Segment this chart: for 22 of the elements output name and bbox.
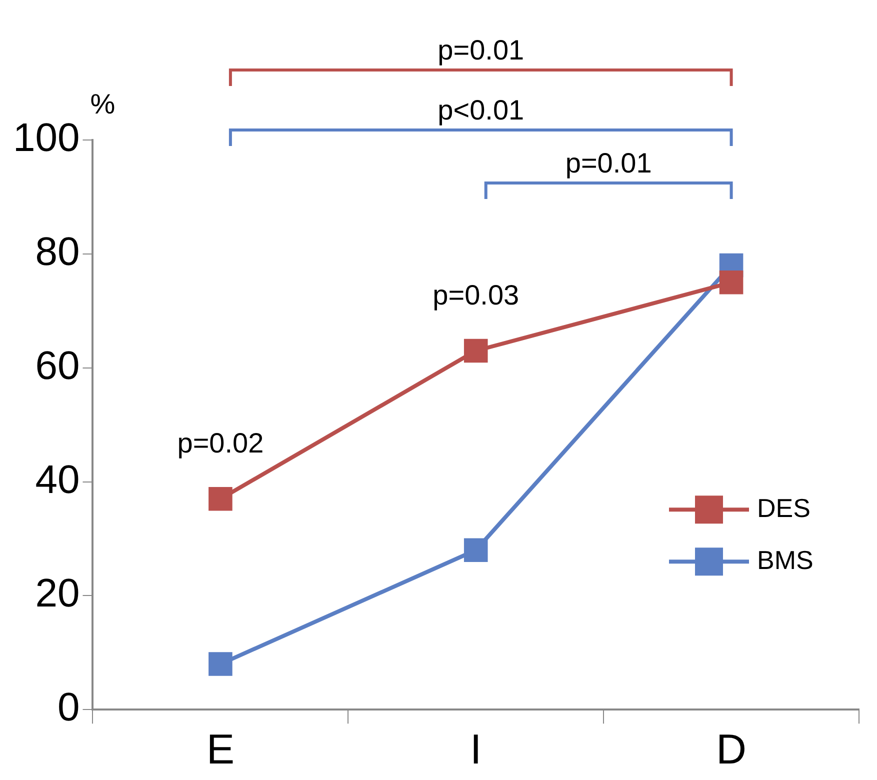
y-tick-label: 100 (12, 116, 80, 160)
y-tick-label: 80 (35, 230, 80, 274)
annotation: p=0.02 (177, 428, 264, 459)
y-tick-label: 20 (35, 572, 80, 616)
annotation: p=0.03 (432, 279, 520, 310)
y-axis-title: % (90, 88, 116, 120)
point (719, 270, 744, 294)
y-tick-label: 0 (57, 686, 80, 730)
point (208, 652, 232, 676)
point (208, 486, 232, 511)
x-tick-label: I (470, 725, 482, 772)
y-tick-label: 60 (35, 344, 80, 388)
point (464, 338, 488, 363)
annotation: p=0.01 (565, 148, 652, 179)
legend-label: BMS (757, 544, 814, 575)
y-tick-label: 40 (35, 458, 80, 502)
point (464, 538, 488, 562)
x-tick-label: D (716, 725, 746, 772)
legend-label: DES (757, 492, 810, 523)
x-tick-label: E (206, 725, 234, 772)
text: p<0.01 (438, 94, 524, 126)
text: p=0.01 (438, 34, 524, 66)
